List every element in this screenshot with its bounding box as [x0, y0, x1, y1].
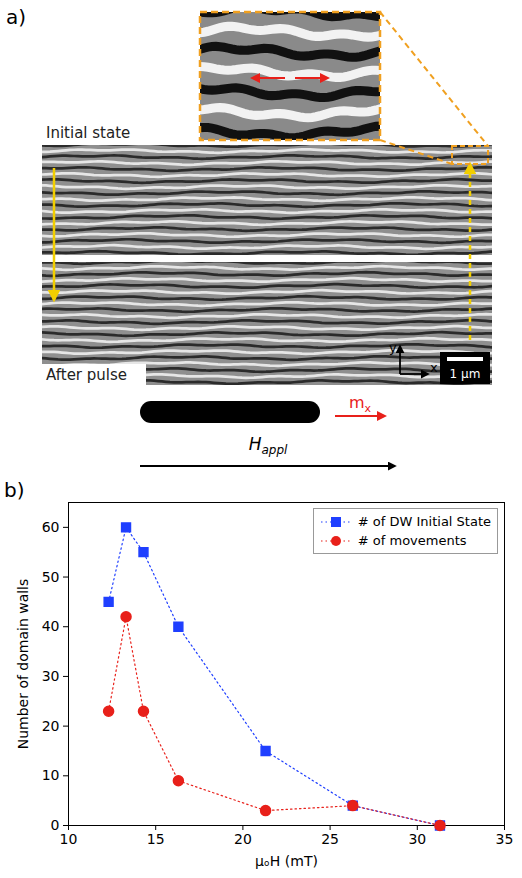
- svg-text:μₒH (mT): μₒH (mT): [255, 853, 318, 869]
- html-text:# of DW Initial State: # of DW Initial State: [357, 514, 491, 529]
- svg-text:Initial state: Initial state: [46, 124, 130, 142]
- svg-text:After pulse: After pulse: [46, 366, 127, 384]
- svg-text:15: 15: [147, 831, 165, 847]
- html-text:b): b): [4, 478, 25, 502]
- svg-text:y: y: [389, 340, 397, 355]
- svg-text:a): a): [6, 5, 26, 29]
- svg-text:30: 30: [42, 668, 60, 684]
- svg-text:25: 25: [321, 831, 339, 847]
- svg-text:1 μm: 1 μm: [450, 367, 481, 381]
- svg-text:Happl: Happl: [249, 434, 288, 457]
- svg-text:40: 40: [42, 618, 60, 634]
- svg-text:mx: mx: [349, 393, 372, 415]
- svg-text:30: 30: [408, 831, 426, 847]
- svg-text:x: x: [430, 360, 438, 375]
- svg-text:0: 0: [51, 817, 60, 833]
- svg-text:50: 50: [42, 569, 60, 585]
- svg-text:10: 10: [60, 831, 78, 847]
- svg-text:60: 60: [42, 519, 60, 535]
- html-text:# of movements: # of movements: [357, 533, 467, 548]
- svg-text:20: 20: [42, 718, 60, 734]
- svg-text:20: 20: [234, 831, 252, 847]
- svg-text:10: 10: [42, 767, 60, 783]
- svg-text:Number of domain walls: Number of domain walls: [15, 579, 31, 750]
- svg-text:35: 35: [496, 831, 514, 847]
